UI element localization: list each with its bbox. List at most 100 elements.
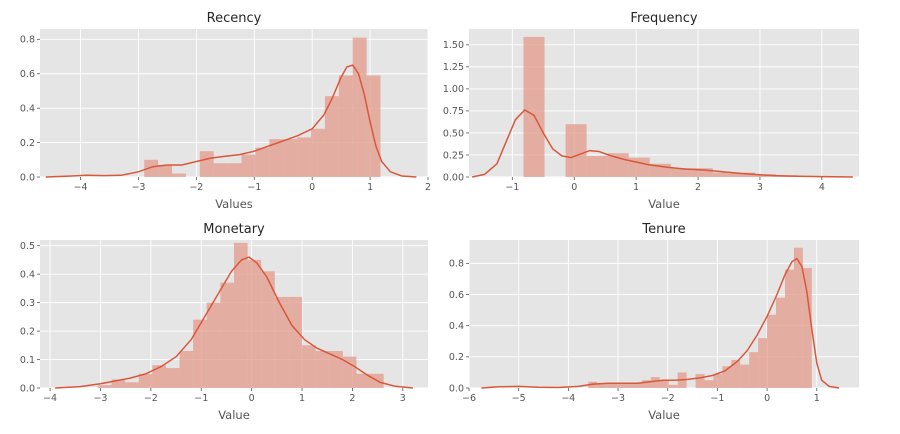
- histogram-bar: [565, 124, 587, 177]
- x-tick-label: 1: [367, 182, 373, 193]
- histogram-bar: [767, 314, 777, 388]
- histogram-bar: [731, 359, 741, 388]
- subplot-title: Recency: [207, 11, 262, 26]
- kde-line: [55, 256, 413, 389]
- histogram-bar: [302, 345, 316, 388]
- y-tick-label: 0.2: [20, 326, 35, 337]
- histogram-bar: [597, 383, 607, 388]
- y-tick-label: 0.50: [443, 128, 464, 139]
- histogram-bar: [227, 163, 242, 177]
- x-tick-label: −3: [131, 182, 145, 193]
- histogram-bar: [338, 75, 353, 177]
- histogram-bar: [288, 296, 303, 388]
- histogram-bar: [179, 351, 194, 388]
- y-tick-label: 0.1: [20, 355, 35, 366]
- histogram-bar: [213, 163, 228, 177]
- x-tick-label: 3: [400, 393, 406, 404]
- histogram-bar: [125, 382, 139, 388]
- histogram-bar: [740, 364, 750, 388]
- histogram-bar: [172, 173, 186, 177]
- x-tick-label: −6: [462, 393, 476, 404]
- histogram-bar: [342, 356, 357, 388]
- x-tick-label: −4: [43, 393, 57, 404]
- histogram-bar: [615, 383, 625, 388]
- histogram-bar: [691, 168, 713, 177]
- monetary-subplot: −4 −3 −2 −1 0 1 2 30.00.10.20.30.40.5 Monetary …: [20, 222, 428, 422]
- recency-subplot: −4 −3 −2 −1 0 1 2 0.0 0.2 0.4 0.6 0.8 Recency Value…: [20, 11, 431, 211]
- histogram-bar: [315, 351, 330, 388]
- y-tick-label: 0.4: [20, 103, 35, 114]
- x-axis-label: Value: [218, 408, 250, 422]
- frequency-subplot: −1 0 1 2 3 4 0.00 0.25 0.50 0.75 1.00 1.25 1.50 Freq…: [443, 11, 859, 211]
- y-tick-label: 0.8: [449, 259, 464, 270]
- histogram-bar: [311, 128, 325, 177]
- histogram-bar: [802, 268, 812, 388]
- histogram-bar: [199, 151, 214, 177]
- x-tick-label: −2: [189, 182, 203, 193]
- histogram-bar: [713, 373, 723, 388]
- kde-line: [45, 64, 417, 178]
- histogram-bar: [152, 365, 166, 388]
- histogram-bar: [144, 159, 159, 177]
- y-tick-label: 1.25: [443, 62, 464, 73]
- histogram-bar: [241, 154, 256, 177]
- histogram-bar: [607, 153, 629, 177]
- histogram-bar: [165, 368, 180, 388]
- y-tick-label: 0.2: [20, 138, 35, 149]
- x-tick-label: 1: [814, 393, 820, 404]
- x-axis-label: Values: [215, 197, 253, 211]
- histogram-bar: [297, 137, 312, 177]
- x-tick-label: 1: [299, 393, 305, 404]
- x-axis-label: Value: [648, 408, 680, 422]
- histogram-bar: [234, 242, 248, 388]
- histogram-bar: [695, 373, 705, 388]
- x-tick-label: 2: [425, 182, 431, 193]
- histogram-bar: [220, 282, 234, 388]
- y-tick-label: 0.5: [20, 241, 35, 252]
- x-tick-label: −4: [74, 182, 88, 193]
- y-tick-label: 0.0: [449, 383, 464, 394]
- histogram-bar: [356, 373, 371, 388]
- subplot-title: Tenure: [641, 222, 685, 237]
- histogram-bar: [283, 139, 298, 177]
- histogram-bar: [269, 139, 284, 177]
- histogram-bar: [722, 366, 732, 388]
- histogram-bar: [138, 373, 153, 388]
- histogram-bar: [366, 75, 381, 177]
- y-tick-label: 0.8: [20, 35, 35, 46]
- histogram-bar: [255, 147, 270, 177]
- x-tick-label: 0: [309, 182, 315, 193]
- subplot-title: Frequency: [630, 11, 697, 26]
- tenure-subplot: −6 −5 −4 −3 −2 −1 0 1 0.0 0.2 0.4 0.6 0.8 Tenure Val…: [449, 222, 859, 422]
- y-tick-label: 0.4: [449, 321, 464, 332]
- y-tick-label: 0.0: [20, 383, 35, 394]
- y-tick-label: 0.4: [20, 269, 35, 280]
- x-tick-label: −2: [144, 393, 158, 404]
- y-tick-label: 1.50: [443, 40, 464, 51]
- x-tick-label: −3: [93, 393, 107, 404]
- histogram-bar: [523, 36, 545, 177]
- x-tick-label: 3: [757, 182, 763, 193]
- histogram-bar: [659, 380, 669, 388]
- x-tick-label: 0: [764, 393, 770, 404]
- x-tick-label: −5: [512, 393, 526, 404]
- x-tick-label: 0: [249, 393, 255, 404]
- histogram-bar: [628, 157, 650, 177]
- x-tick-label: −1: [710, 393, 724, 404]
- x-tick-label: 1: [633, 182, 639, 193]
- histogram-bar: [704, 380, 714, 388]
- y-tick-label: 0.6: [20, 69, 35, 80]
- histogram-bar: [158, 164, 173, 177]
- histogram-bar: [624, 383, 633, 388]
- x-tick-label: 0: [571, 182, 577, 193]
- y-tick-label: 0.75: [443, 106, 464, 117]
- histogram-bar: [97, 385, 112, 388]
- histogram-bar: [606, 383, 616, 388]
- histogram-bar: [352, 37, 367, 178]
- x-tick-label: 2: [695, 182, 701, 193]
- x-tick-label: 4: [819, 182, 825, 193]
- histogram-bar: [650, 377, 660, 388]
- histogram-bar: [324, 96, 339, 177]
- y-tick-label: 0.6: [449, 290, 464, 301]
